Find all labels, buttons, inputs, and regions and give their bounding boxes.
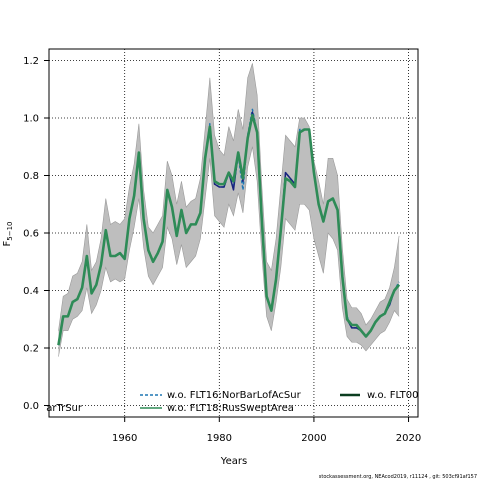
svg-text:F5−10: F5−10 bbox=[2, 222, 14, 247]
y-tick-label-6: 1.2 bbox=[23, 56, 39, 67]
y-tick-label-5: 1.0 bbox=[23, 114, 39, 125]
legend-label-1: w.o. FLT16:NorBarLofAcSur bbox=[167, 390, 302, 401]
confidence-band-lower bbox=[58, 146, 400, 357]
confidence-band-upper bbox=[58, 63, 400, 331]
series-line-2 bbox=[57, 113, 401, 346]
y-tick-label-1: 0.2 bbox=[23, 344, 39, 355]
footer-credit: stockassessment.org, NEAcod2019, r11124 … bbox=[319, 474, 477, 480]
legend-label-2: w.o. FLT18:RusSweptArea bbox=[167, 403, 294, 414]
confidence-band bbox=[58, 63, 400, 357]
x-tick-label-3: 2020 bbox=[396, 433, 421, 444]
legend: arTrSur w.o. FLT16:NorBarLofAcSur w.o. FLT… bbox=[46, 390, 418, 414]
x-axis: 1960 1980 2000 2020 bbox=[112, 417, 421, 444]
y-axis-label-sub: 5−10 bbox=[6, 222, 14, 241]
series-lines bbox=[57, 108, 401, 346]
x-tick-label-0: 1960 bbox=[112, 433, 137, 444]
y-axis: 0.0 0.2 0.4 0.6 0.8 1.0 1.2 bbox=[23, 56, 49, 412]
x-tick-label-1: 1980 bbox=[207, 433, 232, 444]
y-axis-label: F5−10 bbox=[2, 222, 14, 247]
confidence-band-area bbox=[58, 63, 400, 357]
y-tick-label-2: 0.4 bbox=[23, 286, 39, 297]
y-tick-label-3: 0.6 bbox=[23, 229, 39, 240]
x-tick-label-2: 2000 bbox=[301, 433, 326, 444]
x-axis-label: Years bbox=[220, 456, 247, 467]
y-tick-label-4: 0.8 bbox=[23, 171, 39, 182]
y-tick-label-0: 0.0 bbox=[23, 401, 39, 412]
y-axis-label-main: F bbox=[2, 241, 13, 247]
legend-label-3: w.o. FLT00 bbox=[367, 390, 419, 401]
legend-label-0: arTrSur bbox=[46, 403, 83, 414]
